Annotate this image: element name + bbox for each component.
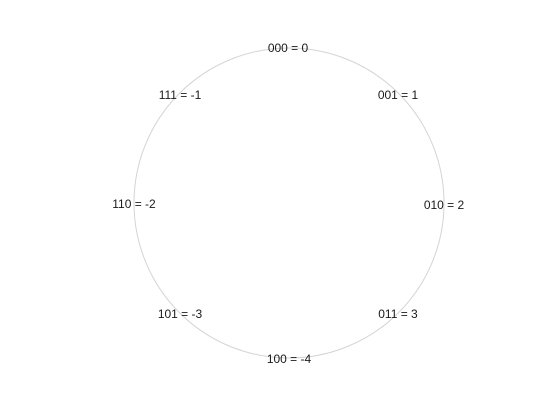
label-110: 110 = -2 [112, 197, 156, 211]
label-100: 100 = -4 [267, 352, 312, 366]
label-101: 101 = -3 [158, 307, 203, 321]
label-010: 010 = 2 [424, 198, 465, 212]
label-011: 011 = 3 [378, 307, 418, 321]
label-000: 000 = 0 [268, 41, 309, 55]
label-001: 001 = 1 [378, 88, 419, 102]
number-ring [133, 47, 445, 359]
label-111: 111 = -1 [159, 88, 202, 102]
